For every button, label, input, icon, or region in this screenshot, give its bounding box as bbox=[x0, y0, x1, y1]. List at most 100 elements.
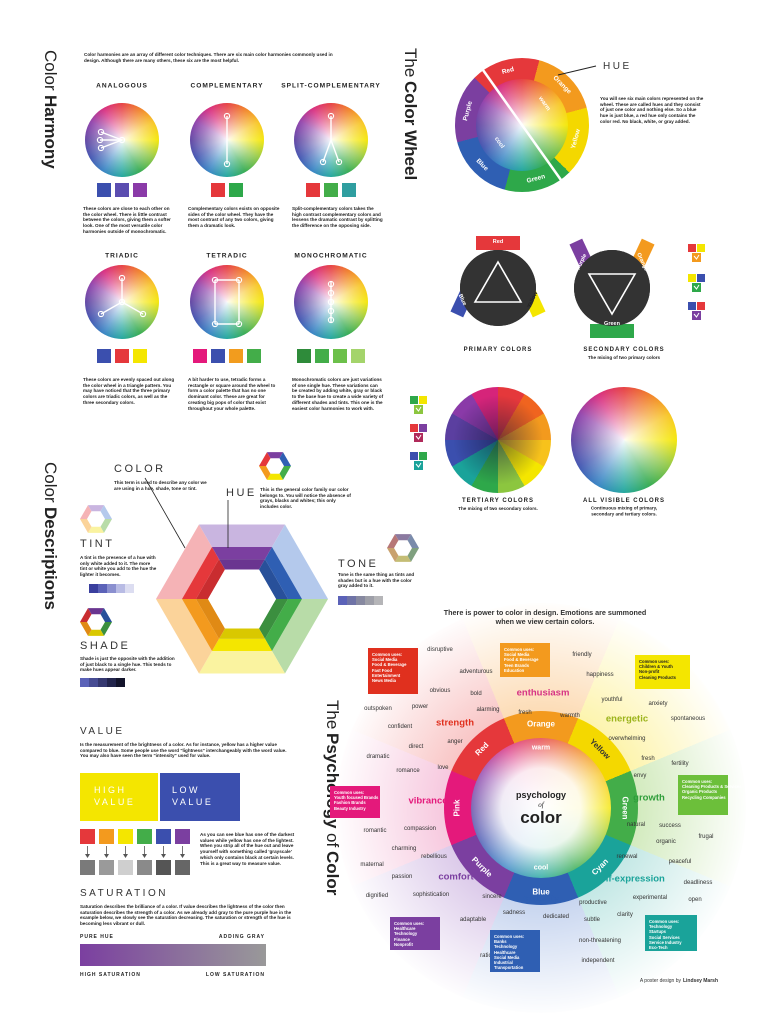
emotion-word: subtle bbox=[583, 917, 601, 923]
color-label: COLOR bbox=[114, 463, 166, 475]
shade-text: Shade is just the opposite with the addi… bbox=[80, 656, 175, 673]
harmony-dot bbox=[319, 158, 327, 166]
harmony-dot bbox=[97, 128, 105, 136]
gray-swatch bbox=[99, 860, 114, 875]
harmony-line bbox=[100, 139, 123, 149]
tint-label: TINT bbox=[80, 538, 115, 550]
common-uses-line: Social Services bbox=[649, 934, 680, 940]
hex-shade bbox=[259, 599, 288, 639]
emotion-word: anxiety bbox=[648, 701, 668, 707]
emotion-word: fertility bbox=[671, 761, 689, 767]
harmony-name: COMPLEMENTARY bbox=[190, 82, 264, 90]
secondary-label: Green bbox=[604, 321, 620, 327]
value-swatch bbox=[175, 829, 190, 844]
hex-icon bbox=[395, 555, 411, 562]
cool-label: cool bbox=[533, 864, 549, 872]
value-swatch bbox=[137, 829, 152, 844]
common-uses-line: Finance bbox=[394, 936, 410, 942]
emotion-keyword: growth bbox=[633, 792, 665, 804]
common-uses-line: Children & Youth bbox=[639, 664, 673, 670]
tone-label: TONE bbox=[338, 558, 379, 570]
psychology-intro: There is power to color in design. Emoti… bbox=[443, 608, 647, 626]
ring-label: Blue bbox=[532, 887, 550, 897]
common-uses-line: Technology bbox=[494, 944, 518, 950]
harmony-line bbox=[121, 301, 144, 315]
harmony-dot bbox=[97, 144, 105, 152]
color-text: This term is used to describe any color … bbox=[114, 480, 207, 491]
harmony-text: Split-complementary colors takes the hig… bbox=[292, 206, 383, 229]
emotion-word: organic bbox=[656, 839, 676, 845]
mix-square bbox=[414, 405, 423, 414]
emotion-word: overwhelming bbox=[608, 736, 646, 742]
emotion-word: confident bbox=[387, 724, 413, 730]
hex-center bbox=[208, 569, 276, 629]
harmony-text: These colors are close to each other on … bbox=[83, 206, 171, 234]
swatch bbox=[324, 183, 338, 197]
harmony-name: SPLIT-COMPLEMENTARY bbox=[281, 82, 381, 90]
mix-square bbox=[692, 253, 701, 262]
tertiary-wheel bbox=[445, 387, 551, 493]
tone-text: Tone is the same thing as tints and shad… bbox=[338, 572, 415, 589]
hex-hue bbox=[182, 547, 219, 599]
harmony-dot bbox=[327, 316, 335, 324]
hue-term: HUE bbox=[226, 487, 257, 499]
emotion-word: youthful bbox=[601, 697, 623, 703]
emotion-word: adventurous bbox=[459, 669, 493, 675]
warm-cool-divider bbox=[481, 69, 563, 181]
emotion-word: adaptable bbox=[459, 917, 487, 923]
mix-check bbox=[415, 434, 422, 440]
intro-text: Color harmonies are an array of differen… bbox=[84, 52, 333, 63]
common-uses-line: Education bbox=[504, 667, 525, 673]
emotion-word: dramatic bbox=[366, 754, 390, 760]
mix-square bbox=[697, 302, 705, 310]
common-uses-line: Banks bbox=[494, 939, 507, 945]
common-uses-line: Common uses: bbox=[682, 779, 713, 784]
swatch bbox=[115, 349, 129, 363]
emotion-word: love bbox=[437, 765, 449, 771]
title-word: Descriptions bbox=[41, 506, 60, 610]
mix-check bbox=[415, 406, 422, 412]
emotion-word: direct bbox=[408, 744, 424, 750]
hex-icon bbox=[259, 452, 271, 466]
hex-icon bbox=[267, 452, 283, 459]
emotion-word: bold bbox=[470, 691, 482, 697]
strip-cell bbox=[89, 678, 98, 687]
tertiary-subtitle: The mixing of two secondary colors. bbox=[458, 506, 538, 512]
section-title: The Color Wheel bbox=[400, 48, 420, 184]
emotion-word: romance bbox=[396, 768, 420, 774]
gray-swatch bbox=[137, 860, 152, 875]
emotion-word: passion bbox=[391, 874, 413, 880]
common-uses-line: Healthcare bbox=[494, 949, 516, 955]
emotion-word: non-threatening bbox=[578, 938, 622, 944]
center-text: psychology bbox=[515, 790, 567, 800]
emotion-word: sadness bbox=[502, 910, 526, 916]
common-uses-line: Common uses: bbox=[649, 919, 680, 924]
gray-swatch bbox=[118, 860, 133, 875]
all-visible-subtitle: Continuous mixing of primary, secondary … bbox=[590, 505, 658, 516]
swatch bbox=[297, 349, 311, 363]
hex-icon bbox=[407, 534, 419, 548]
credit-author: Lindsey Marsh bbox=[682, 978, 718, 984]
mix-check bbox=[415, 462, 422, 468]
common-uses-line: Beauty Industry bbox=[334, 805, 366, 811]
harmony-dot bbox=[96, 136, 104, 144]
common-uses-line: Industrial bbox=[494, 960, 513, 965]
title-word: Harmony bbox=[41, 94, 60, 169]
hex-icon bbox=[80, 622, 92, 636]
emotion-word: happiness bbox=[586, 672, 614, 678]
hex-icon bbox=[267, 473, 283, 480]
hex-tint bbox=[199, 650, 285, 674]
common-uses-box bbox=[635, 655, 690, 689]
hex-icon bbox=[407, 548, 419, 562]
hex-icon bbox=[279, 466, 291, 480]
harmony-line bbox=[100, 301, 123, 315]
common-uses-line: Organic Products bbox=[682, 789, 718, 795]
emotion-word: peaceful bbox=[668, 859, 692, 865]
hex-hue bbox=[265, 547, 302, 599]
emotion-core bbox=[471, 738, 611, 878]
emotion-word: independent bbox=[581, 958, 615, 964]
hex-icon bbox=[88, 629, 104, 636]
emotion-word: frugal bbox=[698, 834, 714, 840]
mix-square bbox=[414, 461, 423, 470]
